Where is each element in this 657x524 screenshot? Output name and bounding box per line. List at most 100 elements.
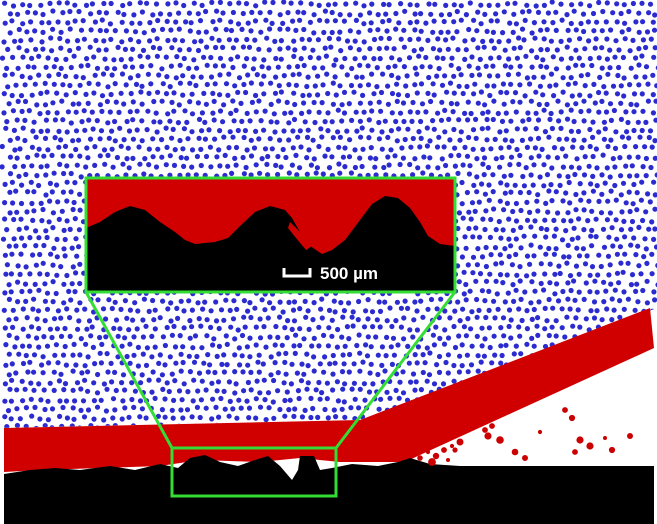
particle [457, 318, 463, 324]
particle [606, 272, 612, 278]
particle [9, 361, 15, 367]
particle [525, 110, 531, 116]
particle [213, 404, 219, 410]
particle [110, 396, 117, 402]
particle [451, 323, 457, 330]
particle [259, 156, 265, 162]
zoom-inset: 500 µm [84, 176, 457, 294]
particle [508, 243, 514, 249]
particle [438, 12, 444, 18]
particle [457, 137, 463, 143]
particle [302, 119, 308, 125]
particle [361, 109, 367, 115]
particle [573, 263, 580, 269]
particle [32, 28, 38, 34]
particle [645, 191, 651, 197]
particle [642, 74, 648, 80]
particle [106, 297, 112, 303]
particle [127, 37, 134, 43]
particle [109, 72, 115, 78]
particle [346, 369, 352, 375]
particle [280, 20, 286, 26]
particle [266, 65, 272, 71]
particle [359, 163, 365, 170]
particle [482, 226, 488, 233]
particle [329, 333, 335, 339]
particle [70, 405, 76, 411]
particle [165, 1, 171, 7]
particle [204, 317, 210, 323]
particle [167, 11, 173, 17]
particle [318, 306, 324, 312]
particle [214, 154, 220, 160]
particle [25, 369, 31, 375]
particle [531, 74, 537, 80]
particle [204, 81, 210, 88]
particle [601, 299, 607, 305]
particle [648, 164, 654, 171]
particle [400, 369, 406, 375]
particle [92, 144, 98, 150]
particle [120, 372, 127, 378]
particle [221, 102, 227, 108]
debris-particle [482, 427, 488, 433]
particle [42, 406, 48, 413]
particle [591, 315, 598, 321]
particle [300, 92, 306, 99]
particle [376, 99, 382, 105]
inset-substrate [86, 196, 455, 292]
particle [203, 29, 209, 35]
particle [16, 351, 22, 357]
particle [365, 334, 371, 340]
particle [207, 144, 213, 150]
particle [91, 398, 97, 404]
particle [321, 369, 327, 375]
particle [220, 119, 226, 125]
particle [376, 136, 382, 142]
particle [257, 390, 263, 396]
particle [449, 55, 455, 61]
particle [614, 270, 621, 276]
particle [84, 56, 90, 62]
particle [593, 216, 599, 222]
particle [45, 110, 51, 116]
particle [456, 333, 462, 339]
particle [564, 136, 570, 142]
particle [76, 244, 82, 250]
particle [589, 264, 596, 270]
particle [529, 279, 535, 285]
particle [121, 101, 127, 107]
particle [490, 29, 496, 35]
particle [426, 1, 432, 7]
debris-particle [562, 407, 568, 413]
particle [522, 93, 528, 99]
particle [351, 380, 357, 386]
particle [332, 309, 338, 315]
particle [540, 74, 546, 80]
particle [424, 345, 430, 351]
particle [344, 72, 350, 78]
particle [329, 154, 335, 160]
particle [587, 93, 593, 99]
particle [178, 407, 184, 413]
particle [352, 164, 358, 171]
particle [554, 47, 560, 53]
particle [435, 165, 441, 171]
particle [337, 83, 343, 89]
particle [352, 38, 358, 44]
particle [89, 109, 95, 115]
particle [373, 334, 379, 340]
particle [479, 343, 485, 349]
particle [617, 155, 623, 161]
particle [243, 1, 250, 7]
particle [645, 98, 652, 104]
debris-particle [425, 449, 431, 455]
particle [234, 415, 240, 421]
particle [319, 296, 325, 302]
particle [7, 171, 14, 177]
particle [482, 298, 488, 304]
particle [563, 190, 569, 196]
particle [468, 216, 474, 222]
particle [630, 201, 636, 207]
particle [398, 305, 404, 311]
